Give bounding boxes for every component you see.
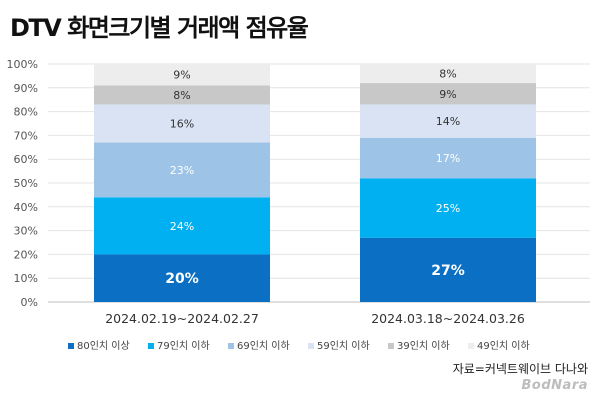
legend-label: 49인치 이하 xyxy=(477,339,530,352)
data-label: 27% xyxy=(431,263,465,279)
bar-segment xyxy=(94,142,270,198)
y-tick-label: 30% xyxy=(14,225,38,238)
bar-segment xyxy=(360,104,536,138)
legend-label: 59인치 이하 xyxy=(317,339,370,352)
y-tick-label: 70% xyxy=(14,129,38,142)
bar-segment xyxy=(94,254,270,302)
data-label: 9% xyxy=(173,69,190,82)
data-label: 8% xyxy=(439,68,456,81)
data-label: 8% xyxy=(173,89,190,102)
legend-swatch xyxy=(388,343,394,349)
data-label: 16% xyxy=(170,118,194,131)
chart-title: DTV 화면크기별 거래액 점유율 xyxy=(10,14,309,42)
data-label: 17% xyxy=(436,152,460,165)
bar-segment xyxy=(360,64,536,84)
legend-label: 80인치 이상 xyxy=(77,340,130,352)
legend-swatch xyxy=(308,343,314,349)
legend-label: 79인치 이하 xyxy=(157,339,210,352)
bar-segment xyxy=(94,197,270,255)
y-tick-label: 50% xyxy=(14,177,38,190)
bodnara-watermark: BodNara xyxy=(521,378,588,393)
data-label: 20% xyxy=(165,271,199,287)
bar-segment xyxy=(360,178,536,238)
bar-segment xyxy=(360,137,536,179)
legend-swatch xyxy=(68,343,74,349)
data-label: 25% xyxy=(436,202,460,215)
legend-swatch xyxy=(468,343,474,349)
y-tick-label: 100% xyxy=(7,58,38,71)
data-label: 14% xyxy=(436,115,460,128)
x-category-label: 2024.03.18~2024.03.26 xyxy=(371,311,525,326)
data-label: 23% xyxy=(170,164,194,177)
bar-segment xyxy=(94,64,270,86)
y-tick-label: 60% xyxy=(14,153,38,166)
y-tick-label: 20% xyxy=(14,248,38,261)
data-label: 24% xyxy=(170,220,194,233)
legend-label: 69인치 이하 xyxy=(237,339,290,352)
y-tick-label: 0% xyxy=(21,296,38,309)
y-tick-label: 80% xyxy=(14,106,38,119)
bar-segment xyxy=(94,104,270,143)
bar-segment xyxy=(360,237,536,302)
legend-swatch xyxy=(148,343,154,349)
bar-segment xyxy=(94,85,270,105)
x-category-label: 2024.02.19~2024.02.27 xyxy=(105,311,259,326)
source-note: 자료=커넥트웨이브 다나와 xyxy=(452,362,588,376)
bar-segment xyxy=(360,83,536,105)
y-tick-label: 40% xyxy=(14,201,38,214)
legend-swatch xyxy=(228,343,234,349)
data-label: 9% xyxy=(439,88,456,101)
y-tick-label: 10% xyxy=(14,272,38,285)
legend-label: 39인치 이하 xyxy=(397,339,450,352)
y-tick-label: 90% xyxy=(14,82,38,95)
